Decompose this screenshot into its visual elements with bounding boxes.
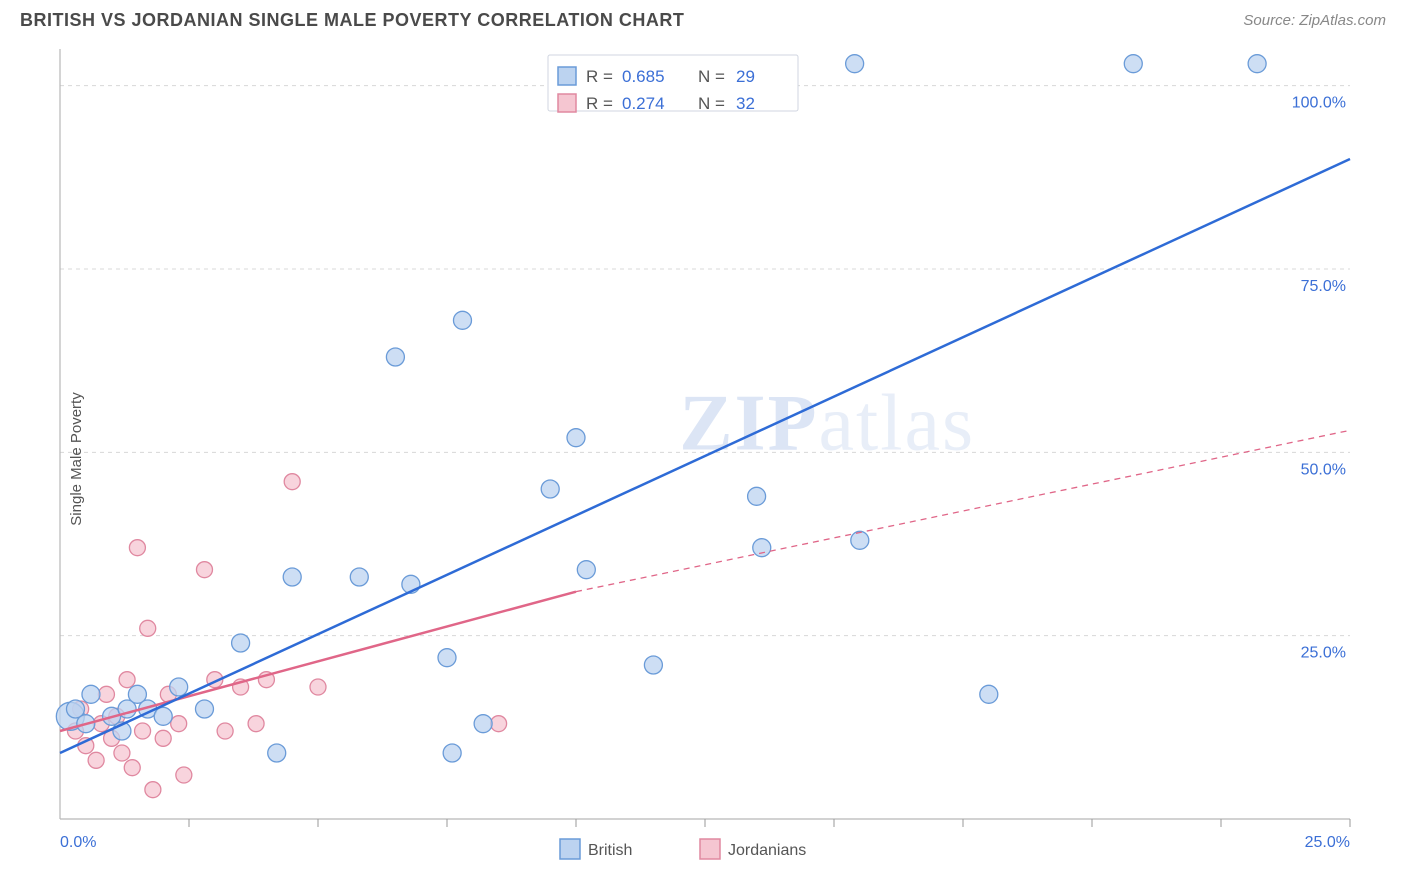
data-point: [98, 686, 114, 702]
r-label: R =: [586, 94, 613, 113]
data-point: [217, 723, 233, 739]
data-point: [155, 730, 171, 746]
y-axis-label: Single Male Poverty: [68, 392, 85, 525]
x-tick-label: 0.0%: [60, 834, 96, 851]
data-point: [88, 752, 104, 768]
chart-title: BRITISH VS JORDANIAN SINGLE MALE POVERTY…: [20, 10, 684, 31]
source-name: ZipAtlas.com: [1299, 12, 1386, 29]
source-prefix: Source:: [1243, 12, 1299, 29]
data-point: [135, 723, 151, 739]
data-point: [846, 55, 864, 73]
data-point: [196, 562, 212, 578]
data-point: [1124, 55, 1142, 73]
chart-container: Single Male Poverty ZIPatlas 25.0% 50.0% 75…: [0, 39, 1406, 879]
data-point: [577, 561, 595, 579]
data-point: [145, 782, 161, 798]
data-point: [82, 685, 100, 703]
data-point: [114, 745, 130, 761]
data-point: [567, 429, 585, 447]
n-value: 29: [736, 67, 755, 86]
chart-header: BRITISH VS JORDANIAN SINGLE MALE POVERTY…: [0, 0, 1406, 39]
y-tick-label: 25.0%: [1301, 645, 1346, 662]
data-point: [980, 685, 998, 703]
data-point: [248, 716, 264, 732]
legend-swatch: [558, 94, 576, 112]
y-tick-label: 100.0%: [1292, 95, 1346, 112]
n-label: N =: [698, 94, 725, 113]
data-point: [644, 656, 662, 674]
scatter-chart: ZIPatlas 25.0% 50.0% 75.0% 100.0% 0.0% 25.0% R …: [0, 39, 1406, 879]
data-point: [232, 634, 250, 652]
r-value: 0.685: [622, 67, 665, 86]
y-tick-label: 75.0%: [1301, 278, 1346, 295]
data-point: [386, 348, 404, 366]
data-point: [176, 767, 192, 783]
data-point: [170, 678, 188, 696]
y-tick-label: 50.0%: [1301, 461, 1346, 478]
data-point: [753, 539, 771, 557]
watermark: ZIPatlas: [679, 379, 975, 467]
data-point: [851, 531, 869, 549]
data-point: [195, 700, 213, 718]
data-point: [284, 474, 300, 490]
r-label: R =: [586, 67, 613, 86]
data-point: [129, 540, 145, 556]
n-label: N =: [698, 67, 725, 86]
data-point: [491, 716, 507, 732]
legend-label: Jordanians: [728, 842, 806, 859]
data-point: [140, 620, 156, 636]
legend-label: British: [588, 842, 632, 859]
data-point: [171, 716, 187, 732]
r-value: 0.274: [622, 94, 665, 113]
data-point: [453, 311, 471, 329]
data-point: [1248, 55, 1266, 73]
data-point: [154, 707, 172, 725]
data-point: [438, 649, 456, 667]
data-point: [268, 744, 286, 762]
data-point: [283, 568, 301, 586]
x-tick-label: 25.0%: [1305, 834, 1350, 851]
legend-swatch: [560, 839, 580, 859]
trend-line: [60, 592, 576, 731]
data-point: [350, 568, 368, 586]
n-value: 32: [736, 94, 755, 113]
data-point: [119, 672, 135, 688]
data-point: [748, 487, 766, 505]
data-point: [443, 744, 461, 762]
data-point: [310, 679, 326, 695]
data-point: [541, 480, 559, 498]
data-point: [474, 715, 492, 733]
legend-swatch: [700, 839, 720, 859]
trend-line: [60, 159, 1350, 753]
data-point: [124, 760, 140, 776]
source-attribution: Source: ZipAtlas.com: [1243, 12, 1386, 29]
legend-swatch: [558, 67, 576, 85]
